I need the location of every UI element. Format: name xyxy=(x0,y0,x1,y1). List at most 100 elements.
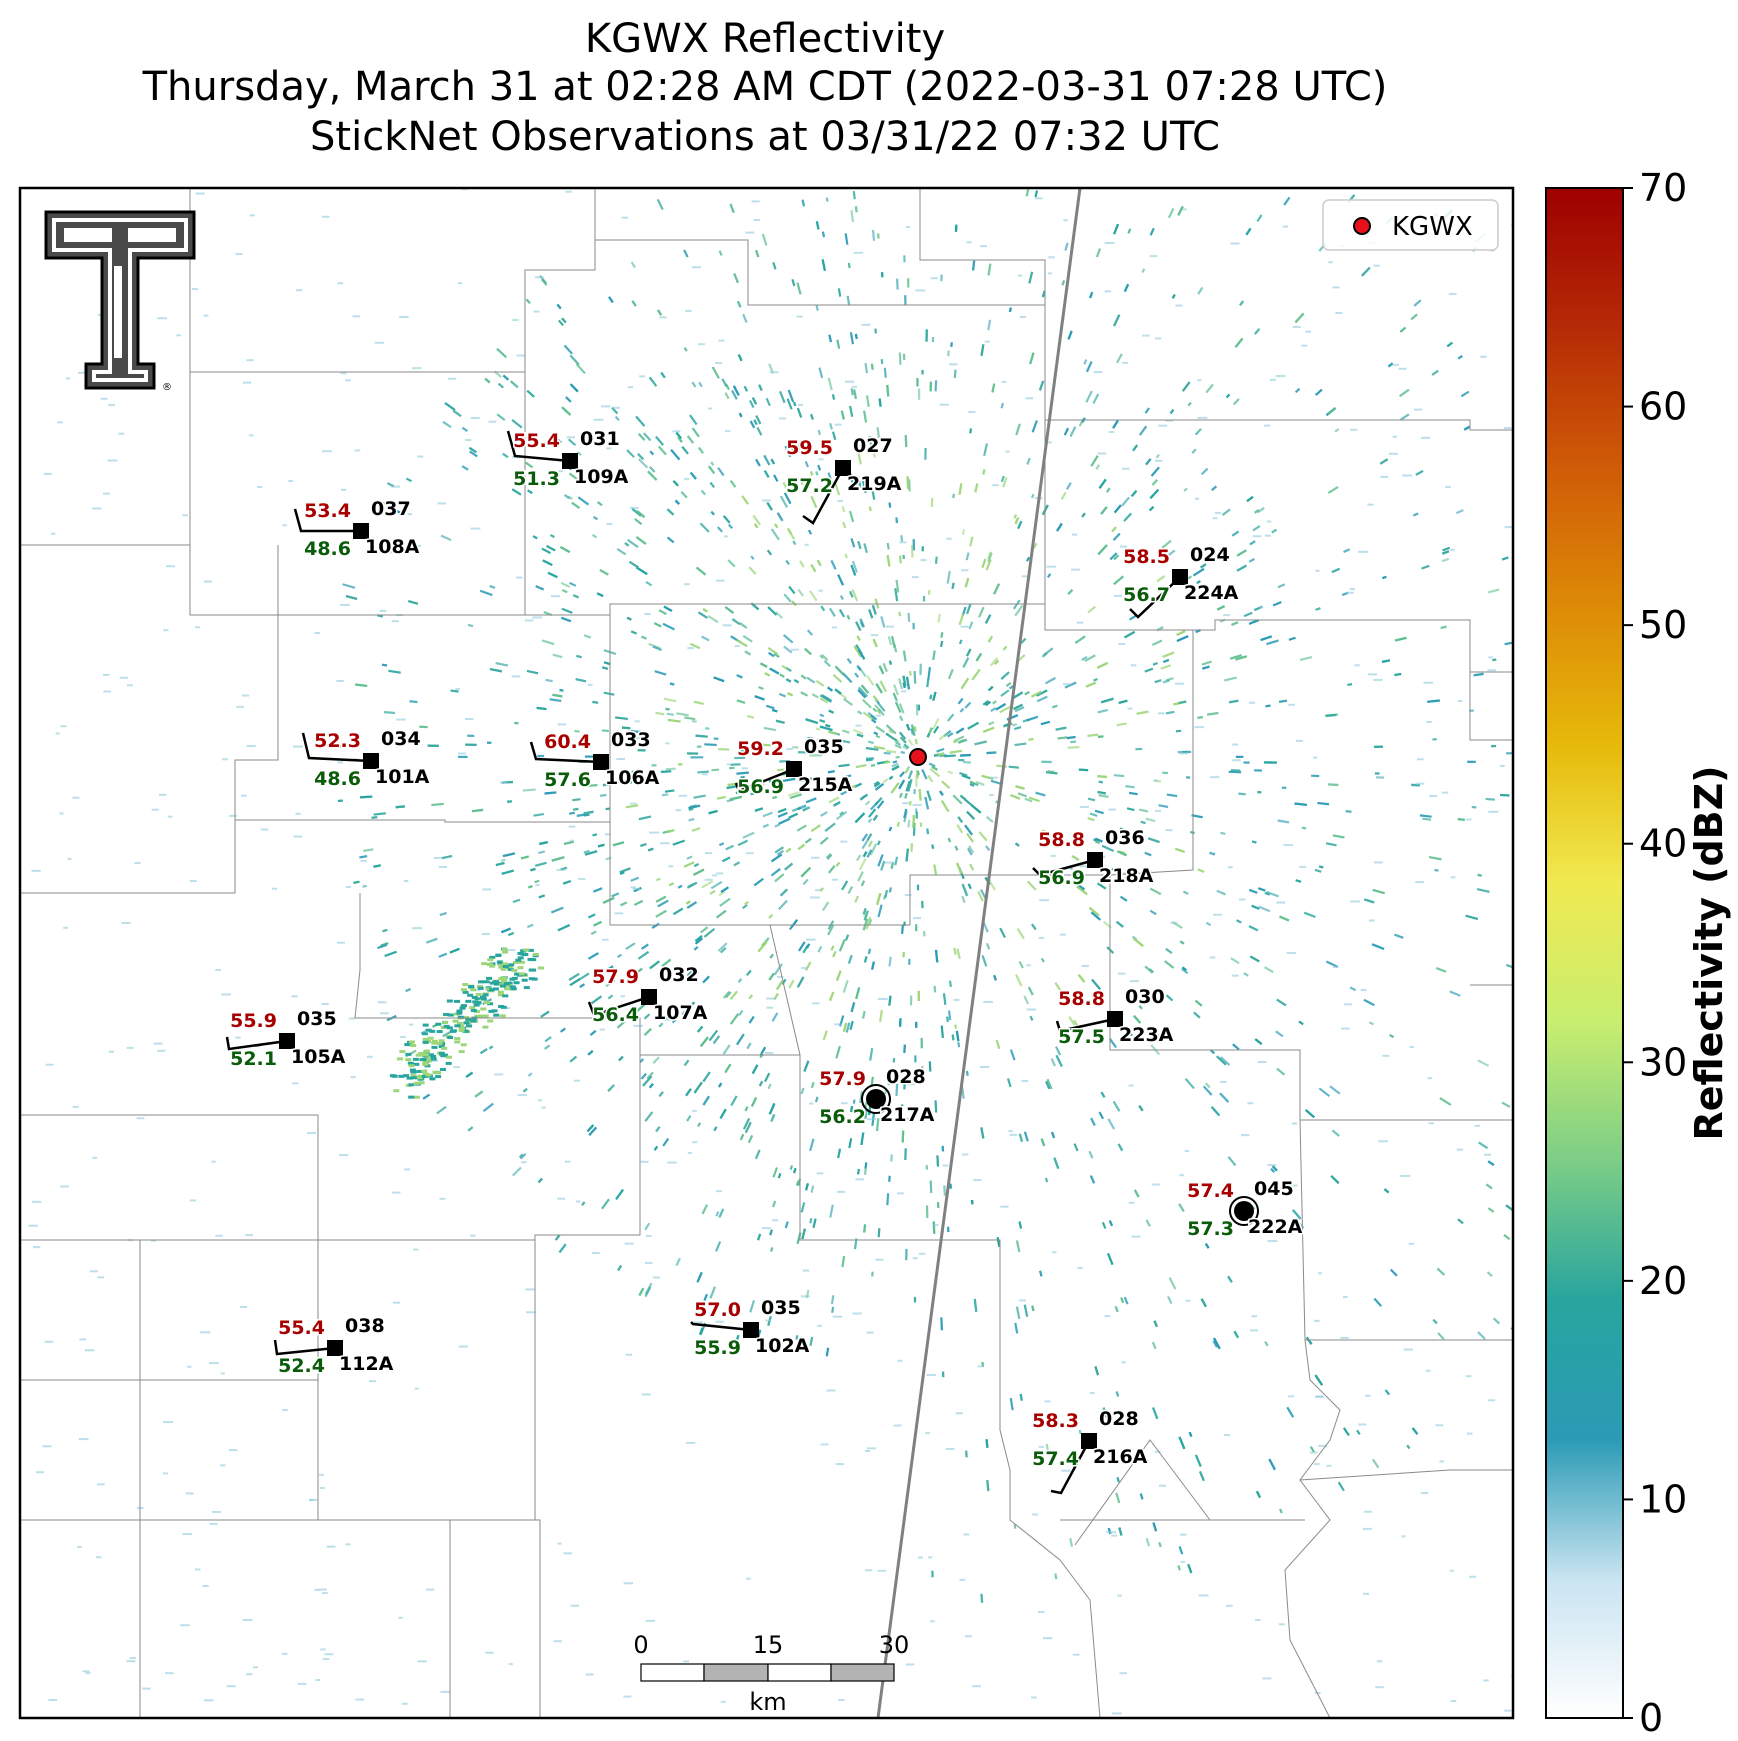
station-marker xyxy=(1172,569,1188,585)
station-temperature: 55.4 xyxy=(278,1317,325,1339)
station-plot-108A[interactable]: 53.4 037 48.6 108A xyxy=(293,497,421,562)
station-marker xyxy=(835,460,851,476)
station-plot-216A[interactable]: 58.3 028 57.4 216A xyxy=(1031,1407,1149,1495)
station-temperature: 59.5 xyxy=(786,437,833,459)
calm-wind-ring xyxy=(1229,1196,1259,1226)
station-pressure: 036 xyxy=(1105,827,1145,849)
station-id: 224A xyxy=(1184,582,1239,604)
station-pressure: 031 xyxy=(580,428,620,450)
station-pressure: 035 xyxy=(761,1297,801,1319)
station-plot-215A[interactable]: 59.2 035 56.9 215A xyxy=(734,735,854,800)
station-plot-102A[interactable]: 57.0 035 55.9 102A xyxy=(690,1296,811,1361)
station-id: 219A xyxy=(847,473,902,495)
station-dewpoint: 57.3 xyxy=(1187,1218,1234,1240)
colorbar-tick-label: 60 xyxy=(1639,385,1687,429)
map-legend: KGWX xyxy=(1322,199,1499,251)
state-line xyxy=(876,188,1082,1718)
station-plot-222A[interactable]: 57.4 045 57.3 222A xyxy=(1186,1177,1305,1242)
kgwx-radar-site-marker xyxy=(909,748,927,766)
svg-text:®: ® xyxy=(162,382,172,393)
station-temperature: 55.9 xyxy=(230,1010,277,1032)
legend-marker xyxy=(1353,217,1371,235)
station-plot-112A[interactable]: 55.4 038 52.4 112A xyxy=(273,1314,395,1379)
station-dewpoint: 52.4 xyxy=(278,1355,325,1377)
wind-barb xyxy=(1032,858,1096,877)
station-marker xyxy=(562,453,578,469)
station-marker xyxy=(363,753,379,769)
station-pressure: 045 xyxy=(1254,1178,1294,1200)
calm-wind-ring xyxy=(861,1084,891,1114)
colorbar: 0 10 20 30 40 50 60 70 Reflectivity (dBZ) xyxy=(1545,166,1731,1740)
wind-barb xyxy=(273,1339,336,1356)
station-pressure: 038 xyxy=(345,1315,385,1337)
station-id: 223A xyxy=(1119,1024,1174,1046)
station-temperature: 58.8 xyxy=(1058,988,1105,1010)
station-dewpoint: 48.6 xyxy=(314,768,361,790)
station-pressure: 032 xyxy=(659,964,699,986)
station-marker xyxy=(1081,1433,1097,1449)
station-temperature: 58.8 xyxy=(1038,829,1085,851)
station-dewpoint: 57.6 xyxy=(544,769,591,791)
station-id: 215A xyxy=(798,774,853,796)
station-temperature: 60.4 xyxy=(544,731,591,753)
stations-layer: 55.4 031 51.3 109A 59.5 027 57.2 219A 53.4 037 48.… xyxy=(225,427,1305,1495)
scale-tick-30: 30 xyxy=(879,1631,910,1659)
texas-tech-logo: ® xyxy=(44,210,196,393)
station-plot-224A[interactable]: 58.5 024 56.7 224A xyxy=(1122,543,1240,619)
station-plot-223A[interactable]: 58.8 030 57.5 223A xyxy=(1055,985,1175,1050)
station-pressure: 035 xyxy=(804,736,844,758)
wind-barb xyxy=(802,467,845,525)
colorbar-tick-label: 30 xyxy=(1639,1040,1687,1084)
station-temperature: 57.0 xyxy=(694,1299,741,1321)
colorbar-gradient xyxy=(1545,187,1624,1719)
station-id: 107A xyxy=(653,1002,708,1024)
station-temperature: 57.9 xyxy=(592,966,639,988)
scale-bar: 0 15 30 km xyxy=(633,1631,909,1716)
station-id: 101A xyxy=(375,766,430,788)
station-plot-217A[interactable]: 57.9 028 56.2 217A xyxy=(818,1065,937,1130)
station-plot-109A[interactable]: 55.4 031 51.3 109A xyxy=(506,427,630,492)
station-temperature: 55.4 xyxy=(513,430,560,452)
station-id: 105A xyxy=(291,1046,346,1068)
legend-label: KGWX xyxy=(1392,212,1473,242)
scale-tick-0: 0 xyxy=(633,1631,648,1659)
wind-barb xyxy=(506,430,571,463)
station-dewpoint: 56.9 xyxy=(1038,867,1085,889)
station-temperature: 58.5 xyxy=(1123,546,1170,568)
station-dewpoint: 48.6 xyxy=(304,538,351,560)
station-pressure: 035 xyxy=(297,1008,337,1030)
station-pressure: 033 xyxy=(611,729,651,751)
station-pressure: 028 xyxy=(1099,1408,1139,1430)
colorbar-tick-label: 50 xyxy=(1639,603,1687,647)
station-dewpoint: 56.4 xyxy=(592,1004,639,1026)
wind-barb xyxy=(225,1036,288,1051)
wind-barb xyxy=(587,995,650,1017)
station-temperature: 57.4 xyxy=(1187,1180,1234,1202)
station-marker xyxy=(641,989,657,1005)
station-id: 222A xyxy=(1248,1216,1303,1238)
station-marker xyxy=(743,1322,759,1338)
station-id: 218A xyxy=(1099,865,1154,887)
station-plot-101A[interactable]: 52.3 034 48.6 101A xyxy=(301,727,431,792)
station-plot-105A[interactable]: 55.9 035 52.1 105A xyxy=(225,1007,347,1072)
colorbar-label: Reflectivity (dBZ) xyxy=(1687,765,1731,1140)
station-id: 108A xyxy=(365,536,420,558)
station-dewpoint: 52.1 xyxy=(230,1048,277,1070)
station-plot-106A[interactable]: 60.4 033 57.6 106A xyxy=(529,728,661,793)
station-marker xyxy=(1107,1011,1123,1027)
station-dewpoint: 57.2 xyxy=(786,475,833,497)
title-line-2: Thursday, March 31 at 02:28 AM CDT (2022… xyxy=(142,64,1388,110)
station-id: 102A xyxy=(755,1335,810,1357)
station-dewpoint: 56.9 xyxy=(737,776,784,798)
wind-barb xyxy=(1055,1017,1116,1033)
station-plot-218A[interactable]: 58.8 036 56.9 218A xyxy=(1032,826,1155,891)
station-dewpoint: 55.9 xyxy=(694,1337,741,1359)
station-marker xyxy=(593,754,609,770)
station-plot-107A[interactable]: 57.9 032 56.4 107A xyxy=(587,963,709,1028)
station-temperature: 53.4 xyxy=(304,500,351,522)
station-temperature: 57.9 xyxy=(819,1068,866,1090)
calm-wind-marker xyxy=(866,1089,886,1109)
station-pressure: 034 xyxy=(381,728,421,750)
station-plot-219A[interactable]: 59.5 027 57.2 219A xyxy=(785,434,903,525)
colorbar-tick-label: 40 xyxy=(1639,822,1687,866)
